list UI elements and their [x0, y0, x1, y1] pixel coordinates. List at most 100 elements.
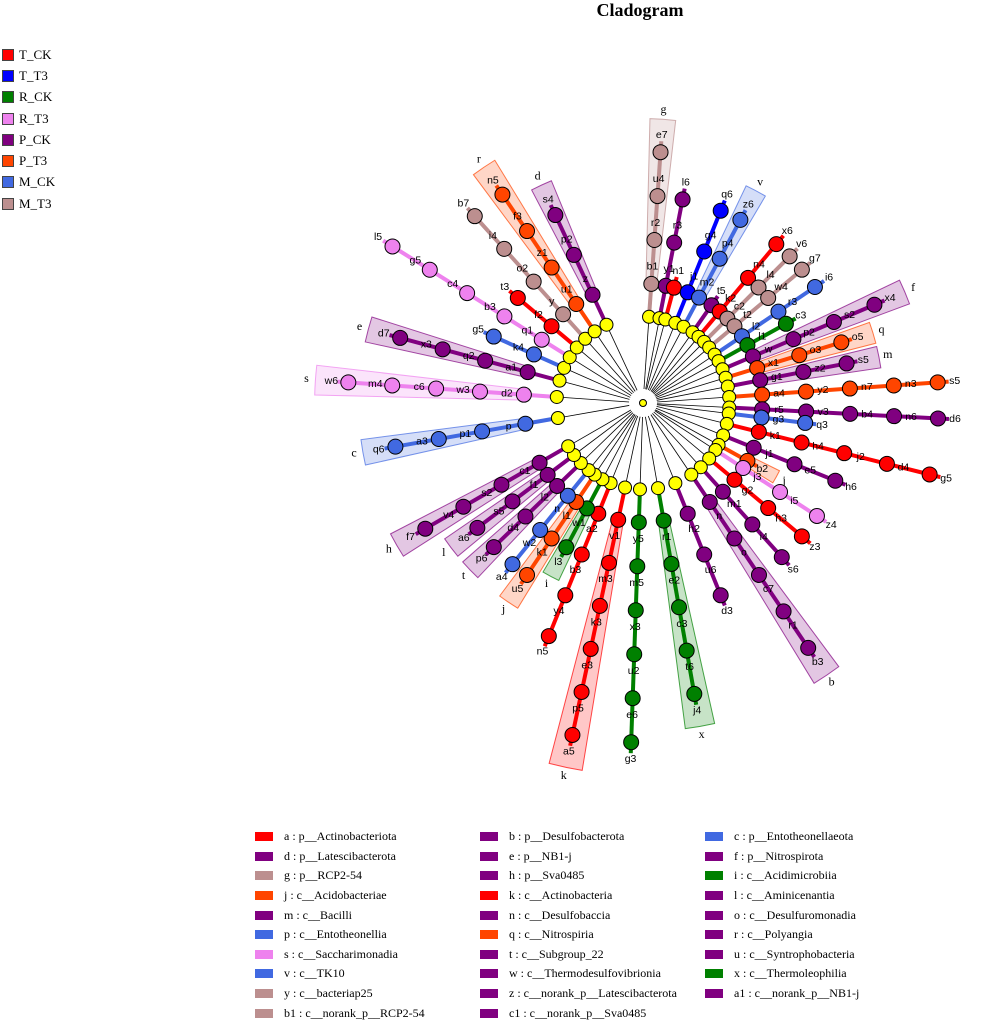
node-label: j1 [689, 270, 698, 282]
node-label: p5 [572, 702, 584, 714]
clade-key-swatch [255, 910, 273, 920]
tree-branch [568, 487, 627, 747]
tree-branch [713, 279, 826, 357]
node-label: u6 [705, 564, 717, 576]
legend-item: M_CK [2, 172, 55, 193]
node-label: r3 [673, 220, 682, 232]
node-marker [649, 188, 666, 205]
node-label: j2 [856, 451, 865, 463]
node-label: u1 [561, 284, 573, 296]
clade-label: h [386, 541, 392, 555]
clade-key-swatch [255, 871, 273, 881]
legend-label: M_T3 [19, 195, 52, 211]
node-label: d3 [721, 605, 733, 617]
node-label: m4 [368, 378, 383, 390]
node-label: d2 [501, 387, 513, 399]
clade-key-label: y : c__bacteriap25 [284, 986, 373, 1001]
node-marker [629, 558, 646, 575]
tree-branch [576, 347, 633, 395]
tree-branch [681, 209, 748, 328]
node-marker [549, 477, 566, 494]
node-marker [519, 566, 536, 583]
node-label: b1 [647, 261, 659, 273]
node-marker [485, 539, 502, 556]
node-marker [558, 539, 575, 556]
clade-key-label: q : c__Nitrospiria [509, 927, 594, 942]
clade-key-label: z : c__norank_p__Latescibacterota [509, 986, 677, 1001]
node-marker [793, 528, 810, 545]
clade-key-swatch [255, 1008, 273, 1018]
node-marker [569, 340, 584, 355]
node-label: m1 [727, 498, 742, 510]
node-label: r1 [662, 531, 671, 543]
node-label: s4 [543, 193, 554, 205]
legend-item: T_T3 [2, 65, 55, 86]
node-label: w1 [571, 517, 586, 529]
node-label: h2 [688, 523, 700, 535]
tree-branch [628, 489, 642, 754]
tree-branch [702, 247, 799, 344]
node-label: v4 [443, 509, 454, 521]
node-marker [841, 380, 858, 397]
node-marker [753, 409, 770, 426]
node-label: r3 [788, 296, 797, 308]
node-label: j1 [764, 448, 773, 460]
node-label: z2 [815, 362, 826, 374]
node-label: t6 [685, 661, 694, 673]
node-label: e6 [626, 709, 638, 721]
clade-key-label: u : c__Syntrophobacteria [734, 946, 855, 961]
node-marker [532, 521, 549, 538]
node-label: d4 [898, 462, 910, 474]
clade-key-swatch [705, 851, 723, 861]
node-marker [793, 434, 810, 451]
node-label: l4 [766, 269, 774, 281]
tree-branch [727, 359, 858, 389]
node-label: x6 [782, 225, 793, 237]
node-label: l6 [682, 177, 690, 189]
node-marker [564, 726, 581, 743]
node-label: q1 [521, 325, 533, 337]
node-marker [547, 207, 564, 224]
node-label: r5 [775, 404, 784, 416]
node-label: k3 [591, 616, 602, 628]
clade-key-swatch [705, 949, 723, 959]
clade-key-swatch [255, 851, 273, 861]
clade-key-label: o : c__Desulfuromonadia [734, 907, 856, 922]
tree-branch [467, 453, 576, 537]
tree-branch [559, 380, 630, 400]
node-marker [827, 472, 844, 489]
node-marker [754, 386, 771, 403]
node-marker [663, 555, 680, 572]
clade-key-swatch [705, 871, 723, 881]
node-label: k4 [513, 341, 524, 353]
legend-label: R_T3 [19, 110, 49, 126]
node-label: u5 [512, 583, 524, 595]
node-label: w4 [773, 281, 788, 293]
tree-branch [646, 319, 666, 390]
node-marker [693, 460, 708, 475]
node-marker [701, 493, 718, 510]
node-label: q6 [721, 189, 733, 201]
node-label: f7 [406, 531, 415, 543]
clade-key-item: p : c__Entotheonellia [255, 925, 480, 945]
node-label: l3 [554, 556, 562, 568]
legend-item: T_CK [2, 44, 55, 65]
tree-branch [697, 234, 785, 339]
clade-key-item: l : c__Aminicenantia [705, 886, 930, 906]
clade-key-item: i : c__Acidimicrobiia [705, 866, 930, 886]
clade-key-label: p : c__Entotheonellia [284, 927, 387, 942]
node-marker [573, 546, 590, 563]
clade-key-label: f : p__Nitrospirota [734, 848, 824, 863]
clade-key-item: c1 : c__norank_p__Sva0485 [480, 1003, 705, 1023]
clade-key-swatch [480, 871, 498, 881]
node-label: b4 [861, 409, 873, 421]
node-marker [666, 234, 683, 251]
node-label: f2 [534, 309, 543, 321]
node-marker [517, 508, 534, 525]
node-label: c6 [414, 381, 425, 393]
node-marker [686, 685, 703, 702]
node-label: v3 [818, 406, 829, 418]
clade-key-item: q : c__Nitrospiria [480, 925, 705, 945]
clade-key-item: k : c__Actinobacteria [480, 886, 705, 906]
node-marker [652, 144, 669, 161]
